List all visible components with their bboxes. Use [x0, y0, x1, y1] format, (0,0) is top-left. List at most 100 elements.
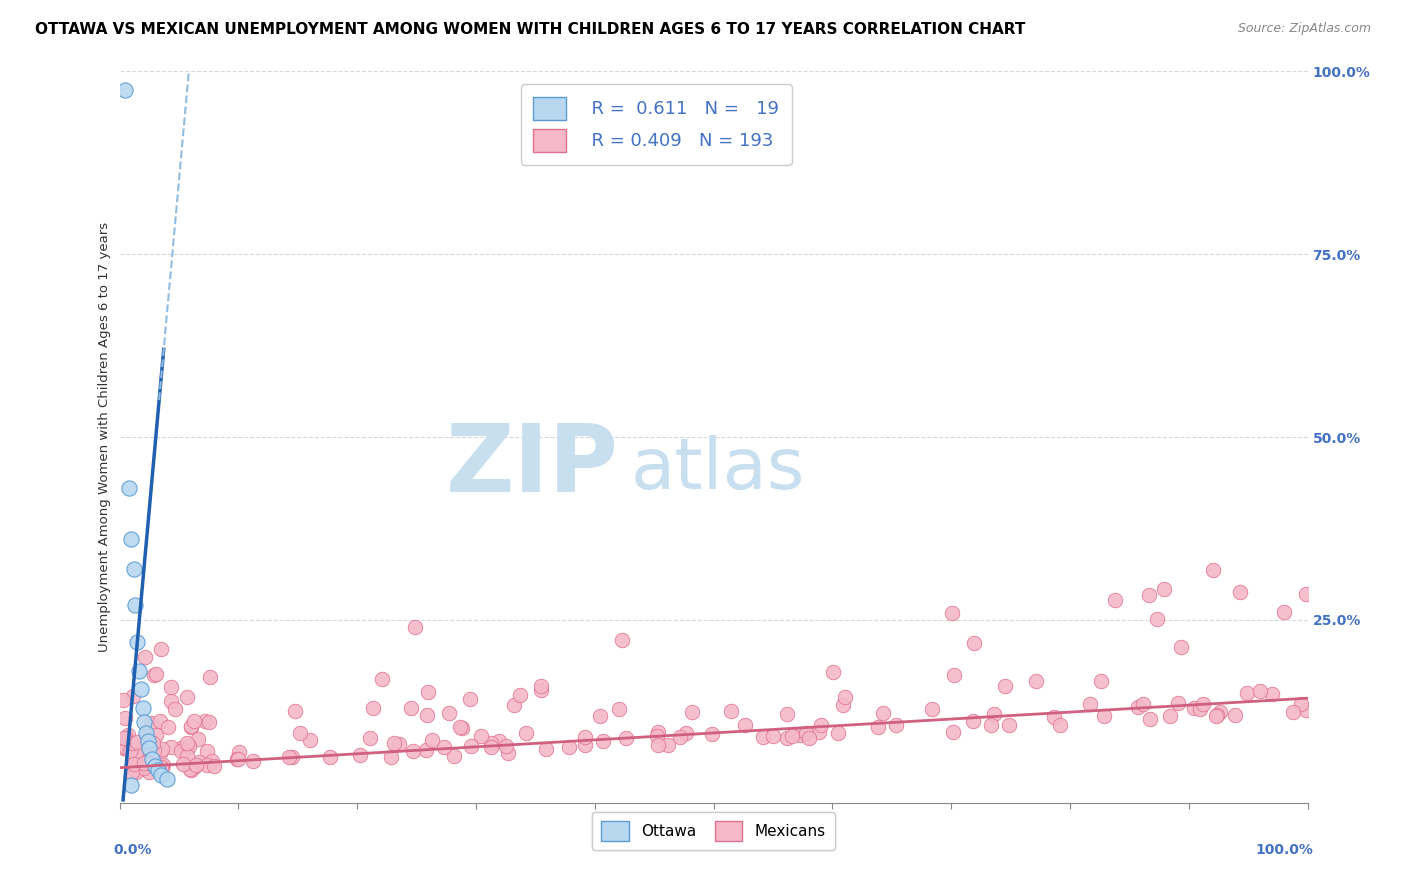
Point: [172, 757, 194, 772]
Point: [380, 750, 402, 764]
Text: OTTAWA VS MEXICAN UNEMPLOYMENT AMONG WOMEN WITH CHILDREN AGES 6 TO 17 YEARS CORR: OTTAWA VS MEXICAN UNEMPLOYMENT AMONG WOM…: [35, 22, 1025, 37]
Point: [921, 702, 943, 716]
Point: [675, 726, 697, 740]
Point: [872, 706, 894, 721]
Point: [1153, 582, 1175, 596]
Point: [136, 733, 159, 747]
Point: [149, 761, 172, 775]
Point: [139, 715, 162, 730]
Point: [156, 772, 179, 787]
Point: [183, 714, 205, 728]
Point: [127, 635, 149, 649]
Point: [138, 740, 160, 755]
Point: [202, 759, 225, 773]
Point: [156, 720, 179, 734]
Point: [1078, 698, 1101, 712]
Text: ZIP: ZIP: [446, 420, 619, 512]
Point: [115, 740, 138, 755]
Point: [284, 704, 307, 718]
Point: [1188, 701, 1211, 715]
Point: [488, 734, 510, 748]
Point: [135, 733, 157, 747]
Point: [143, 743, 166, 757]
Point: [141, 752, 163, 766]
Point: [176, 742, 198, 756]
Point: [149, 641, 172, 656]
Point: [1159, 709, 1181, 723]
Point: [319, 750, 342, 764]
Point: [183, 760, 205, 774]
Point: [145, 666, 167, 681]
Point: [195, 744, 218, 758]
Point: [943, 668, 966, 682]
Text: Source: ZipAtlas.com: Source: ZipAtlas.com: [1237, 22, 1371, 36]
Point: [195, 758, 218, 772]
Point: [134, 757, 156, 772]
Point: [118, 744, 141, 758]
Point: [460, 739, 482, 753]
Point: [242, 755, 264, 769]
Point: [502, 698, 524, 712]
Point: [186, 758, 208, 772]
Point: [359, 731, 381, 746]
Point: [169, 741, 191, 756]
Point: [443, 748, 465, 763]
Point: [416, 708, 439, 723]
Point: [136, 742, 159, 756]
Point: [160, 694, 183, 708]
Point: [1128, 699, 1150, 714]
Point: [647, 730, 669, 744]
Point: [509, 688, 531, 702]
Point: [180, 720, 202, 734]
Point: [574, 738, 596, 752]
Point: [125, 734, 148, 748]
Point: [1205, 707, 1227, 722]
Point: [150, 742, 173, 756]
Point: [776, 731, 799, 746]
Point: [141, 757, 163, 772]
Point: [179, 762, 201, 776]
Point: [832, 698, 855, 713]
Point: [404, 620, 426, 634]
Point: [150, 761, 173, 775]
Point: [132, 760, 155, 774]
Point: [794, 725, 817, 739]
Point: [479, 736, 502, 750]
Point: [1182, 700, 1205, 714]
Point: [610, 633, 633, 648]
Point: [799, 731, 821, 745]
Point: [118, 481, 141, 495]
Point: [1139, 713, 1161, 727]
Point: [122, 760, 145, 774]
Point: [1025, 673, 1047, 688]
Point: [124, 599, 146, 613]
Point: [278, 750, 301, 764]
Point: [529, 679, 551, 693]
Point: [415, 743, 437, 757]
Point: [1272, 605, 1295, 619]
Point: [451, 721, 474, 735]
Point: [198, 714, 221, 729]
Point: [176, 736, 198, 750]
Point: [1090, 674, 1112, 689]
Point: [371, 672, 394, 686]
Point: [114, 731, 136, 746]
Point: [1139, 587, 1161, 601]
Point: [1049, 718, 1071, 732]
Point: [142, 756, 165, 771]
Point: [1167, 696, 1189, 710]
Point: [1132, 697, 1154, 711]
Point: [614, 731, 637, 745]
Point: [1223, 708, 1246, 723]
Point: [607, 702, 630, 716]
Point: [1282, 706, 1305, 720]
Point: [149, 747, 172, 761]
Point: [1249, 683, 1271, 698]
Point: [416, 685, 439, 699]
Point: [780, 729, 803, 743]
Text: atlas: atlas: [630, 435, 804, 505]
Point: [198, 670, 221, 684]
Point: [179, 719, 201, 733]
Point: [1043, 709, 1066, 723]
Point: [1146, 612, 1168, 626]
